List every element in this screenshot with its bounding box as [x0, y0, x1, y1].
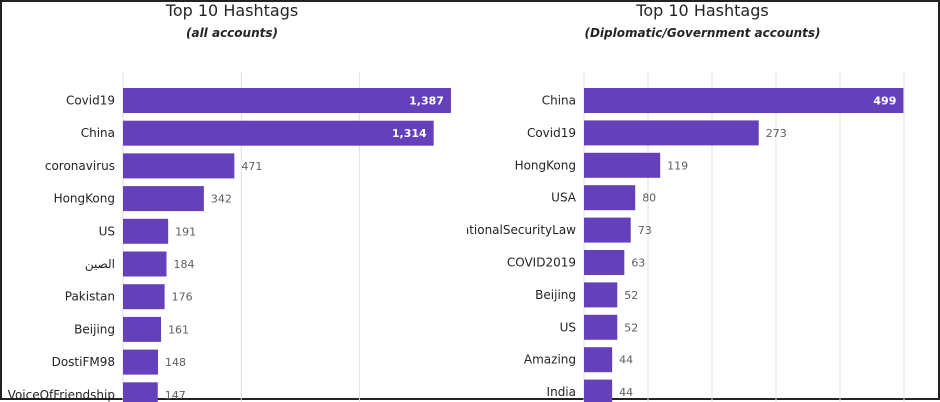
bar[interactable] [584, 250, 625, 275]
bar[interactable] [123, 382, 158, 402]
category-label: US [99, 224, 115, 238]
bar[interactable] [123, 186, 204, 212]
bar[interactable] [123, 316, 162, 342]
data-label: 119 [667, 159, 688, 172]
category-label: USA [551, 191, 577, 205]
category-label: US [560, 320, 576, 334]
category-label: HongKong [515, 158, 576, 172]
bar[interactable] [584, 185, 636, 211]
bar[interactable] [584, 152, 661, 178]
data-label: 148 [165, 356, 186, 369]
bar[interactable] [123, 218, 169, 244]
data-label: 52 [624, 289, 638, 302]
data-label: 63 [631, 257, 645, 270]
chart-panel-all-accounts: Top 10 Hashtags (all accounts) Covid19 1,… [2, 1, 462, 402]
data-label: 499 [873, 95, 896, 108]
category-label: China [542, 94, 576, 108]
category-label: DostiFM98 [52, 355, 115, 369]
data-label: 1,387 [409, 95, 444, 108]
category-label: Amazing [524, 353, 576, 367]
category-label: HongKong [54, 192, 115, 206]
bar[interactable] [584, 282, 618, 308]
bar[interactable] [584, 347, 613, 373]
chart-title: Top 10 Hashtags [165, 1, 299, 20]
category-label: Beijing [535, 288, 576, 302]
chart-panel-government-accounts: Top 10 Hashtags (Diplomatic/Government a… [467, 1, 938, 402]
data-label: 471 [241, 160, 262, 173]
category-label: coronavirus [45, 159, 115, 173]
data-label: 52 [624, 321, 638, 334]
data-label: 44 [619, 354, 633, 367]
bar[interactable] [584, 217, 631, 243]
data-label: 73 [638, 224, 652, 237]
data-label: 80 [642, 192, 656, 205]
data-label: 147 [165, 389, 186, 402]
bar[interactable] [584, 120, 759, 146]
category-label: NationalSecurityLaw [467, 223, 576, 237]
bar-chart-government-accounts: China 499 Covid19 273 HongKong 119 USA 80 Nation… [467, 72, 905, 402]
data-label: 184 [174, 258, 195, 271]
data-label: 1,314 [392, 127, 427, 140]
bar-chart-all-accounts: Covid19 1,387 China 1,314 coronavirus 471 Hong… [8, 72, 451, 402]
data-label: 44 [619, 386, 633, 399]
bar[interactable] [584, 379, 613, 402]
chart-subtitle: (all accounts) [185, 26, 278, 40]
data-label: 273 [766, 127, 787, 140]
category-label: VoiceOfFriendship [8, 388, 115, 402]
bar[interactable] [584, 314, 618, 340]
bar[interactable] [123, 153, 235, 179]
category-label: Pakistan [65, 290, 115, 304]
category-label: الصين [85, 257, 115, 272]
data-label: 342 [211, 193, 232, 206]
bar[interactable] [123, 349, 158, 375]
bar[interactable] [123, 251, 167, 277]
category-label: Covid19 [66, 94, 115, 108]
bar[interactable] [123, 120, 434, 146]
bar[interactable] [123, 88, 451, 113]
category-label: Beijing [74, 322, 115, 336]
data-label: 161 [168, 323, 189, 336]
category-label: India [547, 385, 576, 399]
chart-title: Top 10 Hashtags [636, 1, 769, 20]
data-label: 176 [172, 291, 193, 304]
category-label: Covid19 [527, 126, 576, 140]
data-label: 191 [175, 225, 196, 238]
chart-subtitle: (Diplomatic/Government accounts) [584, 26, 821, 40]
bar[interactable] [584, 88, 904, 113]
category-label: China [81, 126, 115, 140]
category-label: COVID2019 [507, 256, 576, 270]
bar[interactable] [123, 284, 165, 310]
